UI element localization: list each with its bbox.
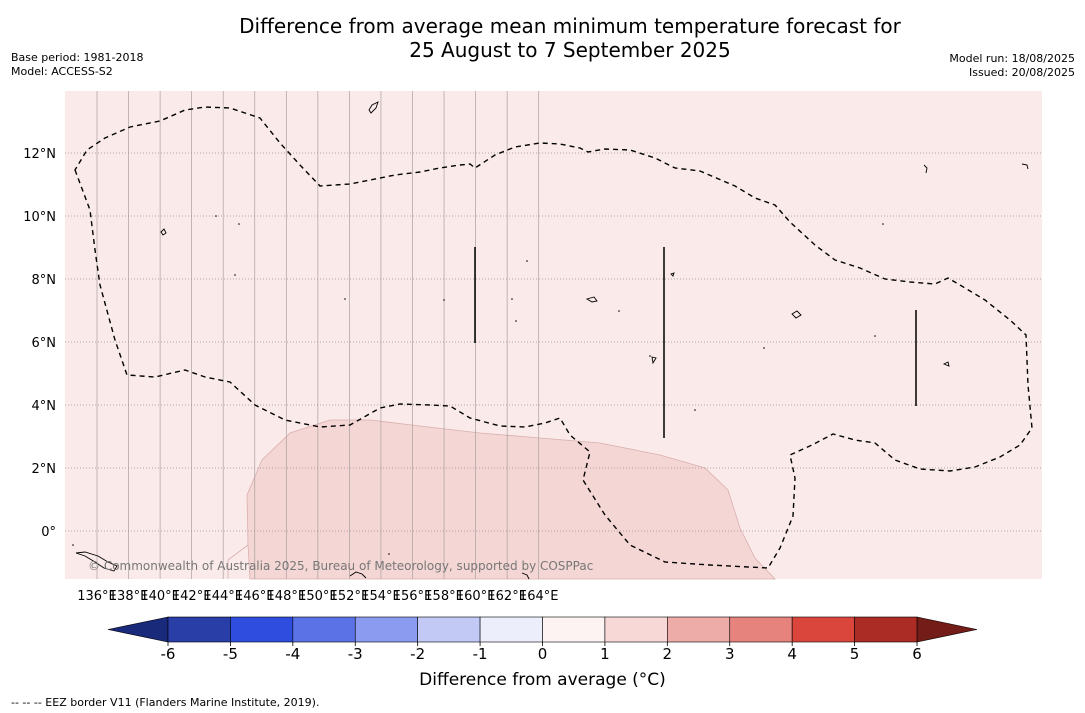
latitude-label: 8°N	[32, 273, 57, 288]
latitude-label: 0°	[41, 525, 56, 540]
colorbar-tick-label: 5	[850, 645, 860, 663]
latitude-label: 10°N	[23, 210, 56, 225]
model-run: Model run: 18/08/2025	[949, 52, 1075, 65]
longitude-label: 160°E	[456, 589, 496, 604]
island-atoll-2	[651, 356, 657, 365]
colorbar-segment	[791, 616, 855, 643]
latitude-label: 6°N	[32, 336, 57, 351]
island-guam	[368, 101, 379, 114]
colorbar-segment	[479, 616, 543, 643]
eez-legend-note: -- -- -- EEZ border V11 (Flanders Marine…	[11, 696, 320, 709]
colorbar-tick-label: -3	[348, 645, 363, 663]
colorbar-segment	[167, 616, 231, 643]
longitude-label: 144°E	[203, 589, 243, 604]
meta-left: Base period: 1981-2018 Model: ACCESS-S2	[11, 51, 143, 79]
longitude-label: 154°E	[361, 589, 401, 604]
island-png-north	[349, 571, 367, 579]
longitude-label: 158°E	[424, 589, 464, 604]
longitude-label: 142°E	[172, 589, 212, 604]
longitude-label: 136°E	[77, 589, 117, 604]
longitude-label: 148°E	[267, 589, 307, 604]
map-title: Difference from average mean minimum tem…	[0, 14, 1085, 62]
meta-right: Model run: 18/08/2025 Issued: 20/08/2025	[949, 52, 1075, 80]
colorbar-ticks: -6 -5 -4 -3 -2 -1 0 1 2 3 4 5 6	[161, 642, 922, 663]
colorbar-tick-label: -2	[410, 645, 425, 663]
longitude-label: 164°E	[519, 589, 559, 604]
model-name: Model: ACCESS-S2	[11, 65, 113, 78]
island-chuuk	[585, 296, 598, 303]
colorbar-segment	[292, 616, 356, 643]
colorbar-segment	[354, 616, 418, 643]
colorbar-tick-label: 6	[912, 645, 922, 663]
islands	[75, 101, 1029, 580]
copyright-text: © Commonwealth of Australia 2025, Bureau…	[88, 559, 593, 573]
colorbar-tick-label: -1	[473, 645, 488, 663]
island-kosrae	[942, 361, 950, 367]
colorbar-segment	[604, 616, 668, 643]
tiny-islands	[72, 215, 884, 555]
latitude-label: 12°N	[23, 147, 56, 162]
island-yap	[160, 228, 167, 236]
longitude-label: 152°E	[330, 589, 370, 604]
colorbar-tick-label: -6	[161, 645, 176, 663]
colorbar-segment	[729, 616, 793, 643]
anomaly-region-1-to-2	[246, 419, 776, 580]
latitude-label: 4°N	[32, 399, 57, 414]
title-line-1: Difference from average mean minimum tem…	[239, 14, 901, 38]
island-png-coast	[75, 551, 118, 572]
island-atoll-1	[670, 272, 675, 277]
island-atoll-3	[1021, 163, 1029, 170]
colorbar-tick-label: 1	[600, 645, 610, 663]
colorbar-segment	[417, 616, 481, 643]
colorbar-tick-label: 2	[663, 645, 673, 663]
latitude-labels: 12°N 10°N 8°N 6°N 4°N 2°N 0°	[23, 147, 56, 540]
colorbar-tick-label: -4	[285, 645, 300, 663]
longitude-label: 150°E	[298, 589, 338, 604]
longitude-label: 138°E	[109, 589, 149, 604]
longitude-label: 162°E	[487, 589, 527, 604]
island-atoll-4	[923, 164, 928, 174]
colorbar-segment	[230, 616, 294, 643]
colorbar-tick-label: 4	[787, 645, 797, 663]
anomaly-region-edge	[227, 544, 249, 579]
latitude-label: 2°N	[32, 462, 57, 477]
longitude-label: 140°E	[140, 589, 180, 604]
island-pohnpei	[791, 310, 802, 319]
island-south-2	[521, 572, 530, 580]
colorbar-segment	[667, 616, 731, 643]
colorbar-segment	[854, 616, 918, 643]
issued-date: Issued: 20/08/2025	[968, 66, 1075, 79]
title-line-2: 25 August to 7 September 2025	[409, 38, 731, 62]
eez-border	[74, 106, 1033, 569]
colorbar-label: Difference from average (°C)	[419, 670, 666, 690]
colorbar-segment	[542, 616, 606, 643]
longitude-label: 156°E	[393, 589, 433, 604]
colorbar-tick-label: -5	[223, 645, 238, 663]
longitude-labels: 136°E138°E140°E142°E144°E146°E148°E150°E…	[77, 589, 558, 604]
gridlines	[65, 91, 1042, 579]
colorbar	[107, 616, 978, 643]
base-period: Base period: 1981-2018	[11, 51, 144, 64]
longitude-label: 146°E	[235, 589, 275, 604]
colorbar-under-arrow	[107, 616, 169, 643]
colorbar-tick-label: 0	[538, 645, 548, 663]
colorbar-tick-label: 3	[725, 645, 735, 663]
colorbar-over-arrow	[916, 616, 978, 643]
